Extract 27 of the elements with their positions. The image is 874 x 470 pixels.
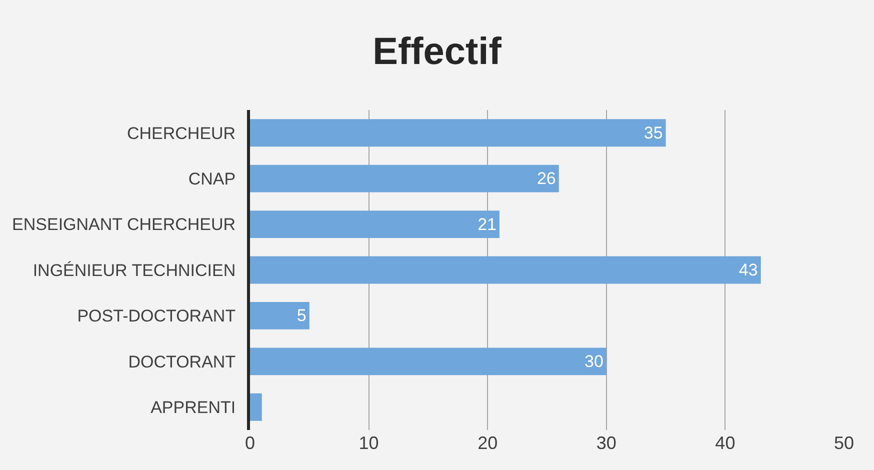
y-tick-label: INGÉNIEUR TECHNICIEN xyxy=(32,260,236,280)
bar xyxy=(250,164,559,192)
bar xyxy=(250,256,761,284)
y-tick-label: POST-DOCTORANT xyxy=(77,306,236,326)
x-tick-label: 50 xyxy=(834,433,854,453)
x-tick-label: 20 xyxy=(478,433,498,453)
y-tick-label: DOCTORANT xyxy=(128,352,236,372)
bar xyxy=(250,348,606,376)
data-label: 43 xyxy=(738,260,758,280)
bar xyxy=(250,302,310,330)
data-label: 26 xyxy=(536,169,556,188)
y-tick-label: CNAP xyxy=(188,170,236,189)
bar xyxy=(250,210,500,238)
y-tick-label: ENSEIGNANT CHERCHEUR xyxy=(12,215,236,234)
chart-title: Effectif xyxy=(372,31,502,74)
y-tick-label: APPRENTI xyxy=(150,398,236,418)
x-tick-label: 10 xyxy=(358,433,379,453)
y-tick-label: CHERCHEUR xyxy=(126,124,236,143)
data-label: 35 xyxy=(644,123,663,142)
bar xyxy=(250,393,262,421)
x-tick-label: 40 xyxy=(715,433,736,453)
data-label: 21 xyxy=(478,214,496,234)
data-label: 30 xyxy=(584,352,604,371)
x-tick-label: 0 xyxy=(244,433,256,453)
bar xyxy=(250,119,666,147)
data-label: 5 xyxy=(296,306,306,326)
x-tick-label: 30 xyxy=(596,433,616,453)
